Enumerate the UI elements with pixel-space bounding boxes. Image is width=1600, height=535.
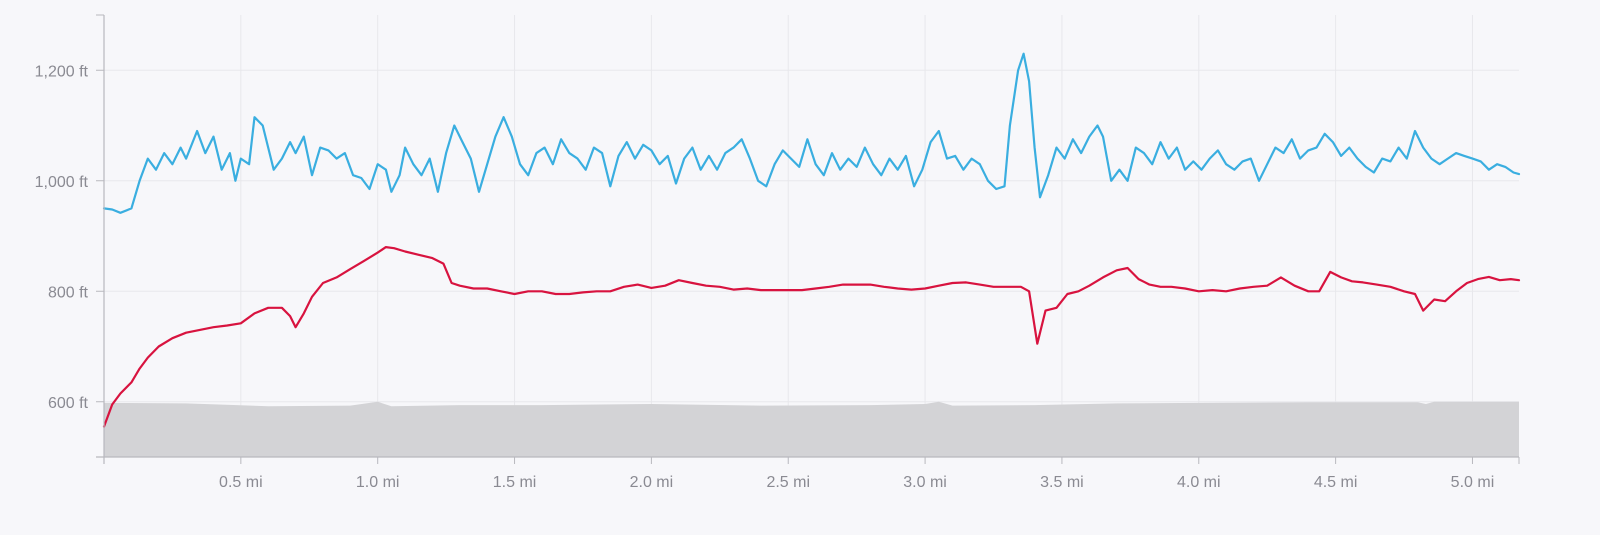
grid-layer (104, 15, 1519, 457)
line-layer (102, 52, 1521, 428)
x-tick-label: 3.0 mi (903, 474, 947, 491)
y-tick-label: 1,000 ft (35, 174, 89, 191)
area-layer (104, 401, 1519, 457)
series-area-2 (104, 401, 1519, 457)
label-layer: 0.5 mi 1.0 mi 1.5 mi 2.0 mi 2.5 mi 3.0 mi 3.5 … (35, 63, 1495, 491)
x-tick-label: 1.5 mi (493, 474, 537, 491)
axis-layer (96, 14, 1520, 464)
x-tick-label: 1.0 mi (356, 474, 400, 491)
x-tick-label: 2.5 mi (766, 474, 810, 491)
x-tick-label: 4.5 mi (1314, 474, 1358, 491)
series-line-1 (102, 246, 1521, 428)
x-tick-label: 3.5 mi (1040, 474, 1084, 491)
y-tick-label: 600 ft (48, 395, 89, 412)
x-tick-label: 4.0 mi (1177, 474, 1221, 491)
series-line-0 (102, 52, 1521, 214)
x-tick-label: 0.5 mi (219, 474, 263, 491)
y-tick-label: 800 ft (48, 284, 89, 301)
y-tick-label: 1,200 ft (35, 63, 89, 80)
x-tick-label: 5.0 mi (1451, 474, 1495, 491)
x-tick-label: 2.0 mi (630, 474, 674, 491)
